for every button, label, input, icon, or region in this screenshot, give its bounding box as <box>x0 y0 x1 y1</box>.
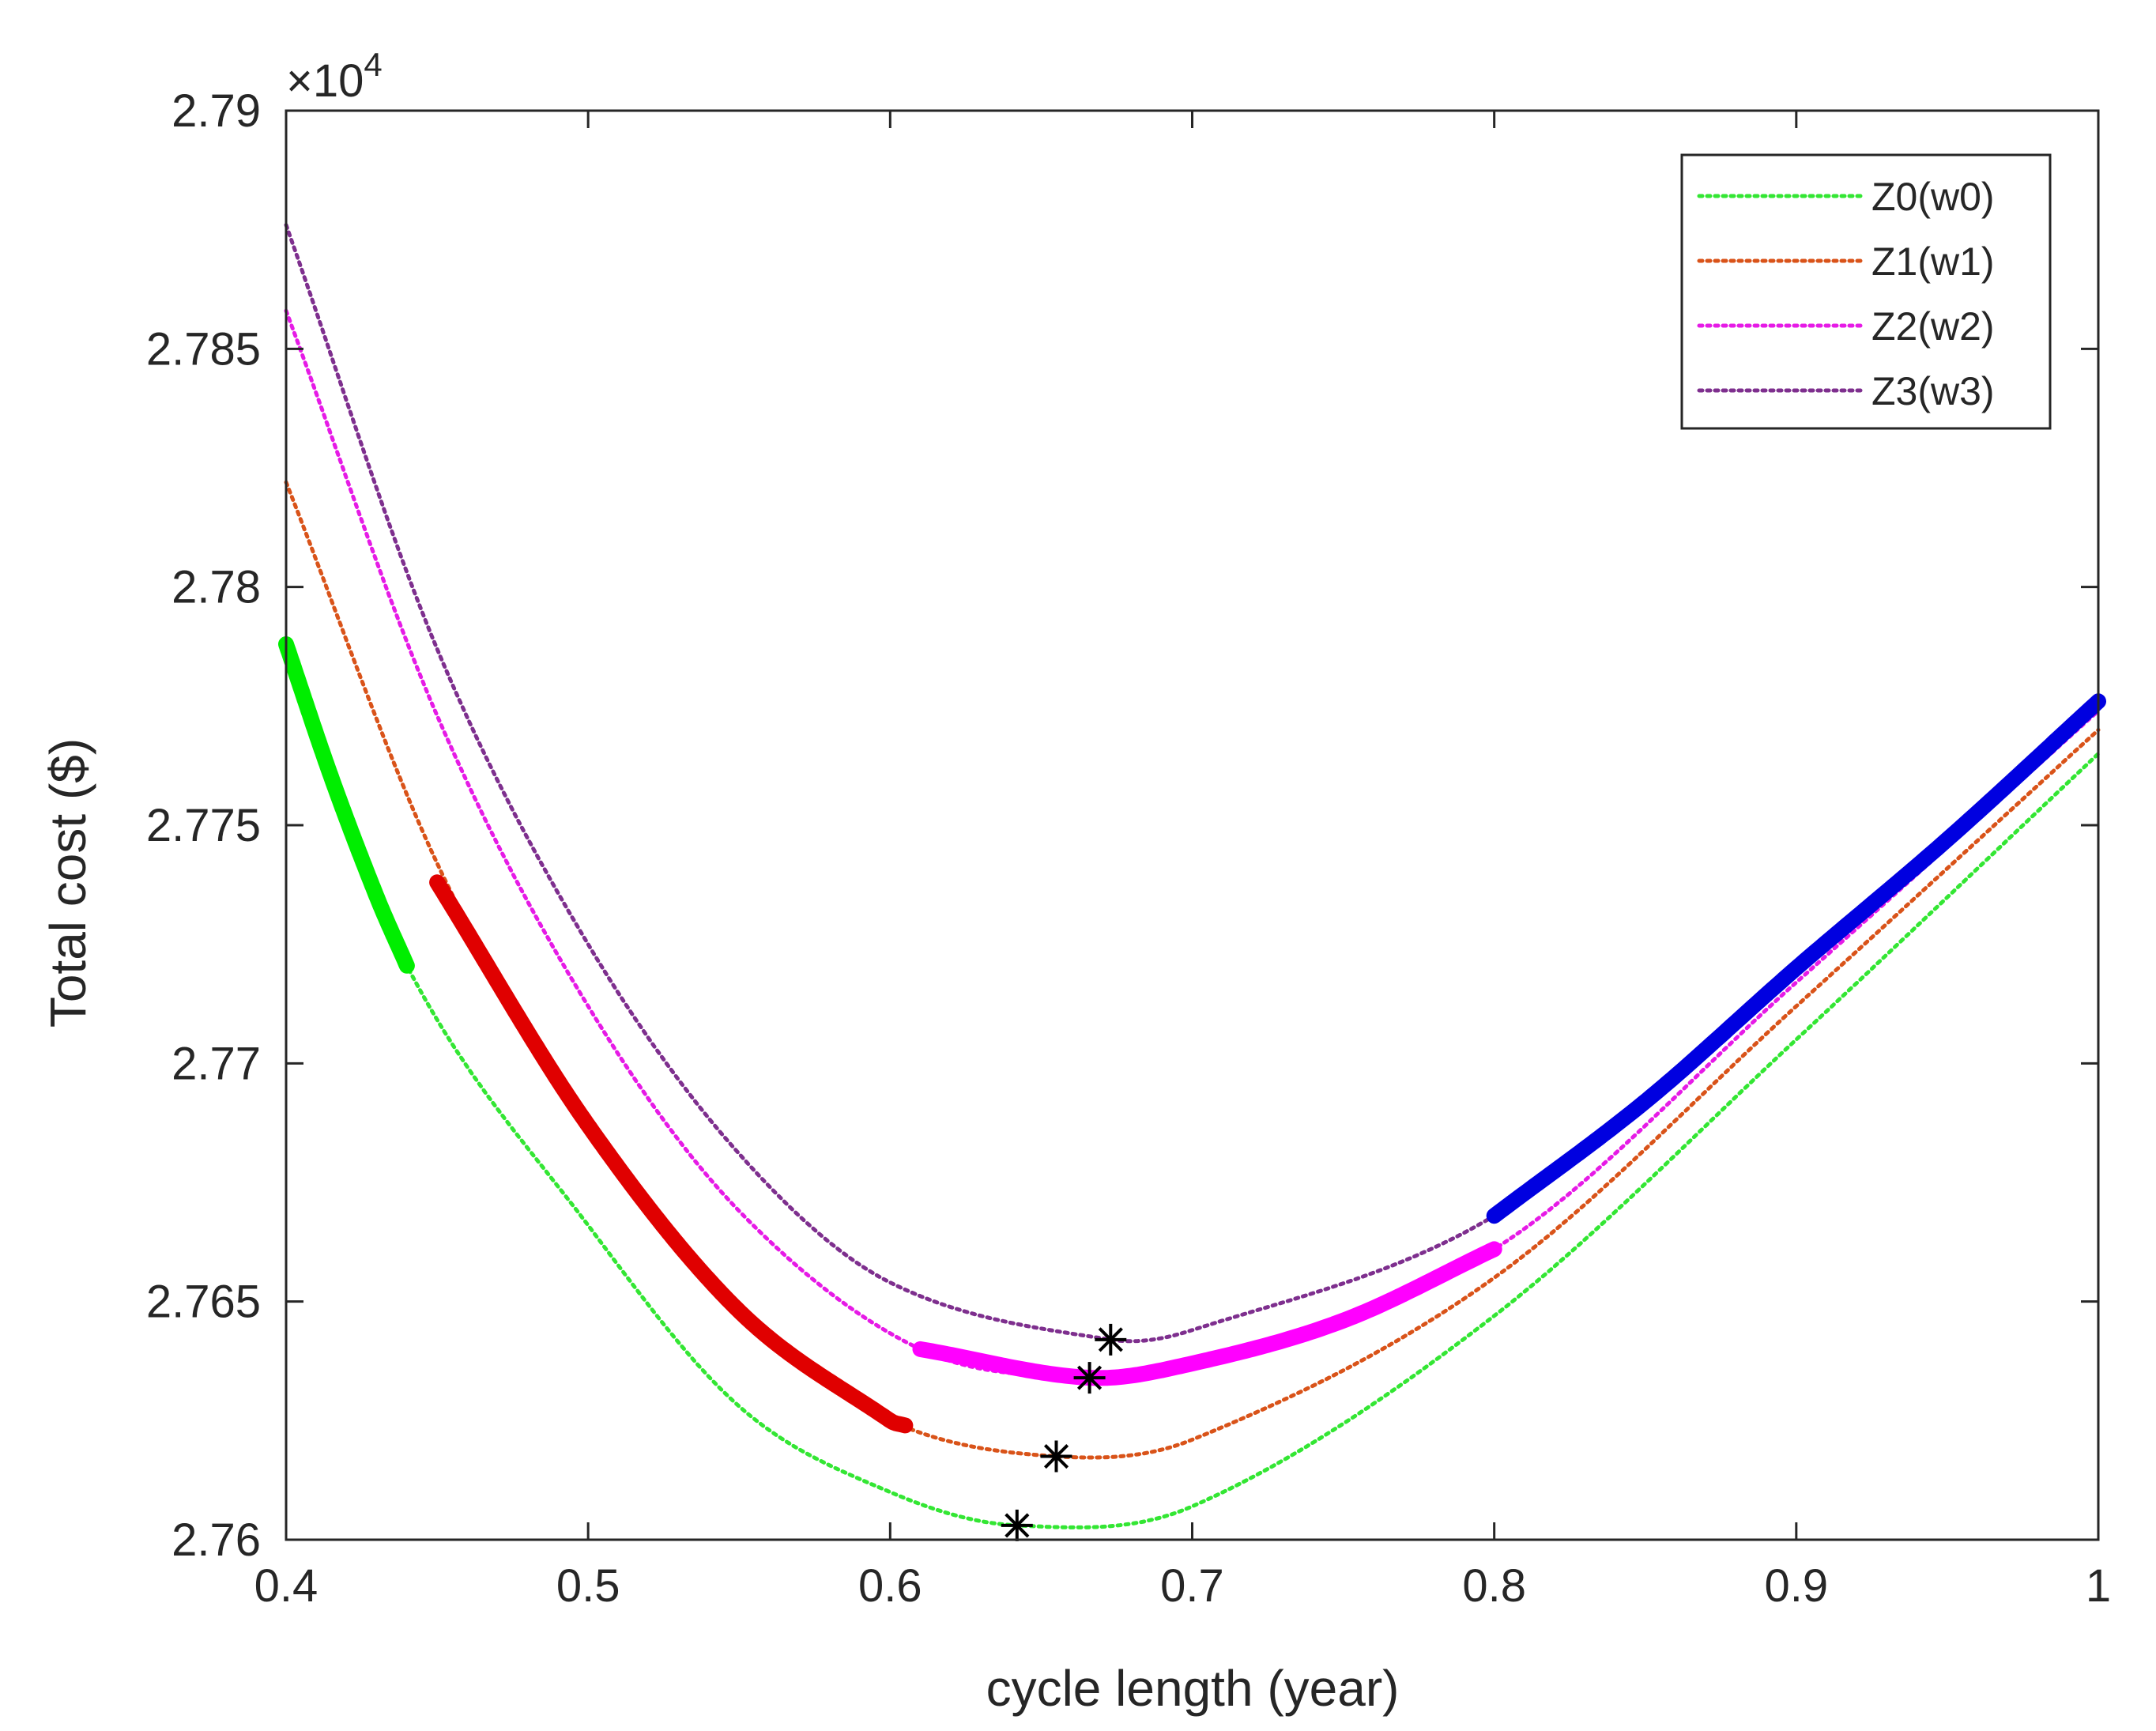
series-line-z0-w0 <box>284 642 2101 1529</box>
y-tick-label: 2.79 <box>172 85 261 137</box>
legend-label-z3-w3: Z3(w3) <box>1871 369 1995 413</box>
y-axis-label: Total cost ($) <box>40 738 96 1028</box>
highlight-segment-z1-w1 <box>429 874 914 1434</box>
legend-box <box>1680 153 2052 430</box>
legend-label-z0-w0: Z0(w0) <box>1871 175 1995 219</box>
minimum-marker-z1-w1 <box>1040 1440 1072 1473</box>
x-tick-label: 0.5 <box>556 1560 620 1612</box>
y-tick-label: 2.775 <box>146 800 261 851</box>
y-exponent-label: ×104 <box>286 46 383 107</box>
x-tick-label: 0.7 <box>1160 1560 1224 1612</box>
minima-layer <box>1001 1323 1127 1541</box>
legend-label-z2-w2: Z2(w2) <box>1871 304 1995 349</box>
minimum-marker-z3-w3 <box>1095 1323 1127 1356</box>
x-tick-label: 1 <box>2086 1560 2111 1612</box>
minimum-marker-z2-w2 <box>1073 1362 1106 1394</box>
x-axis-label: cycle length (year) <box>986 1660 1400 1717</box>
minimum-marker-z0-w0 <box>1001 1509 1033 1541</box>
y-tick-label: 2.765 <box>146 1277 261 1328</box>
highlight-segment-z0-w0 <box>278 636 415 974</box>
x-tick-label: 0.9 <box>1765 1560 1829 1612</box>
highlight-layer <box>278 636 2106 1434</box>
x-tick-label: 0.4 <box>254 1560 318 1612</box>
y-tick-label: 2.77 <box>172 1038 261 1089</box>
y-tick-label: 2.78 <box>172 562 261 613</box>
highlight-segment-z3-w3 <box>1486 693 2106 1224</box>
y-tick-label: 2.76 <box>172 1514 261 1566</box>
x-tick-label: 0.8 <box>1462 1560 1526 1612</box>
legend: Z0(w0) Z1(w1) Z2(w2) Z3(w3) <box>1680 153 2052 430</box>
y-tick-label: 2.785 <box>146 323 261 375</box>
x-tick-label: 0.6 <box>858 1560 922 1612</box>
legend-label-z1-w1: Z1(w1) <box>1871 239 1995 284</box>
axes: 0.4 0.5 0.6 0.7 0.8 0.9 1 2.76 2.765 2.77 2.775 2.7… <box>146 85 2111 1612</box>
highlight-segment-z2-w2 <box>912 1241 1502 1386</box>
